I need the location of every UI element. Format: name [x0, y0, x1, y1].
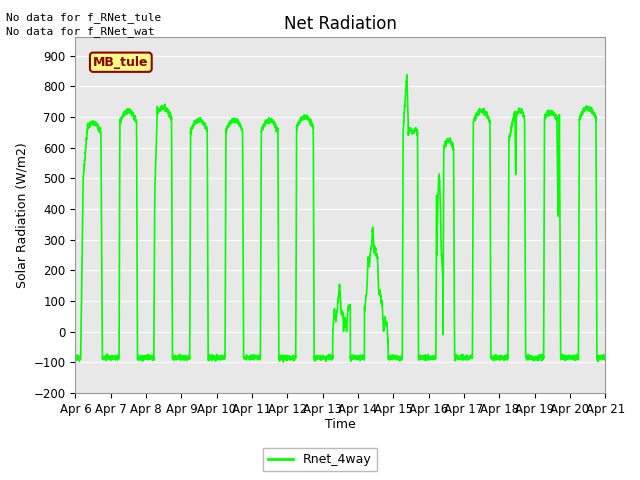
Text: No data for f_RNet_wat: No data for f_RNet_wat: [6, 26, 155, 37]
Y-axis label: Solar Radiation (W/m2): Solar Radiation (W/m2): [15, 142, 28, 288]
Title: Net Radiation: Net Radiation: [284, 15, 397, 33]
X-axis label: Time: Time: [325, 419, 356, 432]
Text: No data for f_RNet_tule: No data for f_RNet_tule: [6, 12, 162, 23]
Text: MB_tule: MB_tule: [93, 56, 148, 69]
Legend: Rnet_4way: Rnet_4way: [263, 448, 377, 471]
